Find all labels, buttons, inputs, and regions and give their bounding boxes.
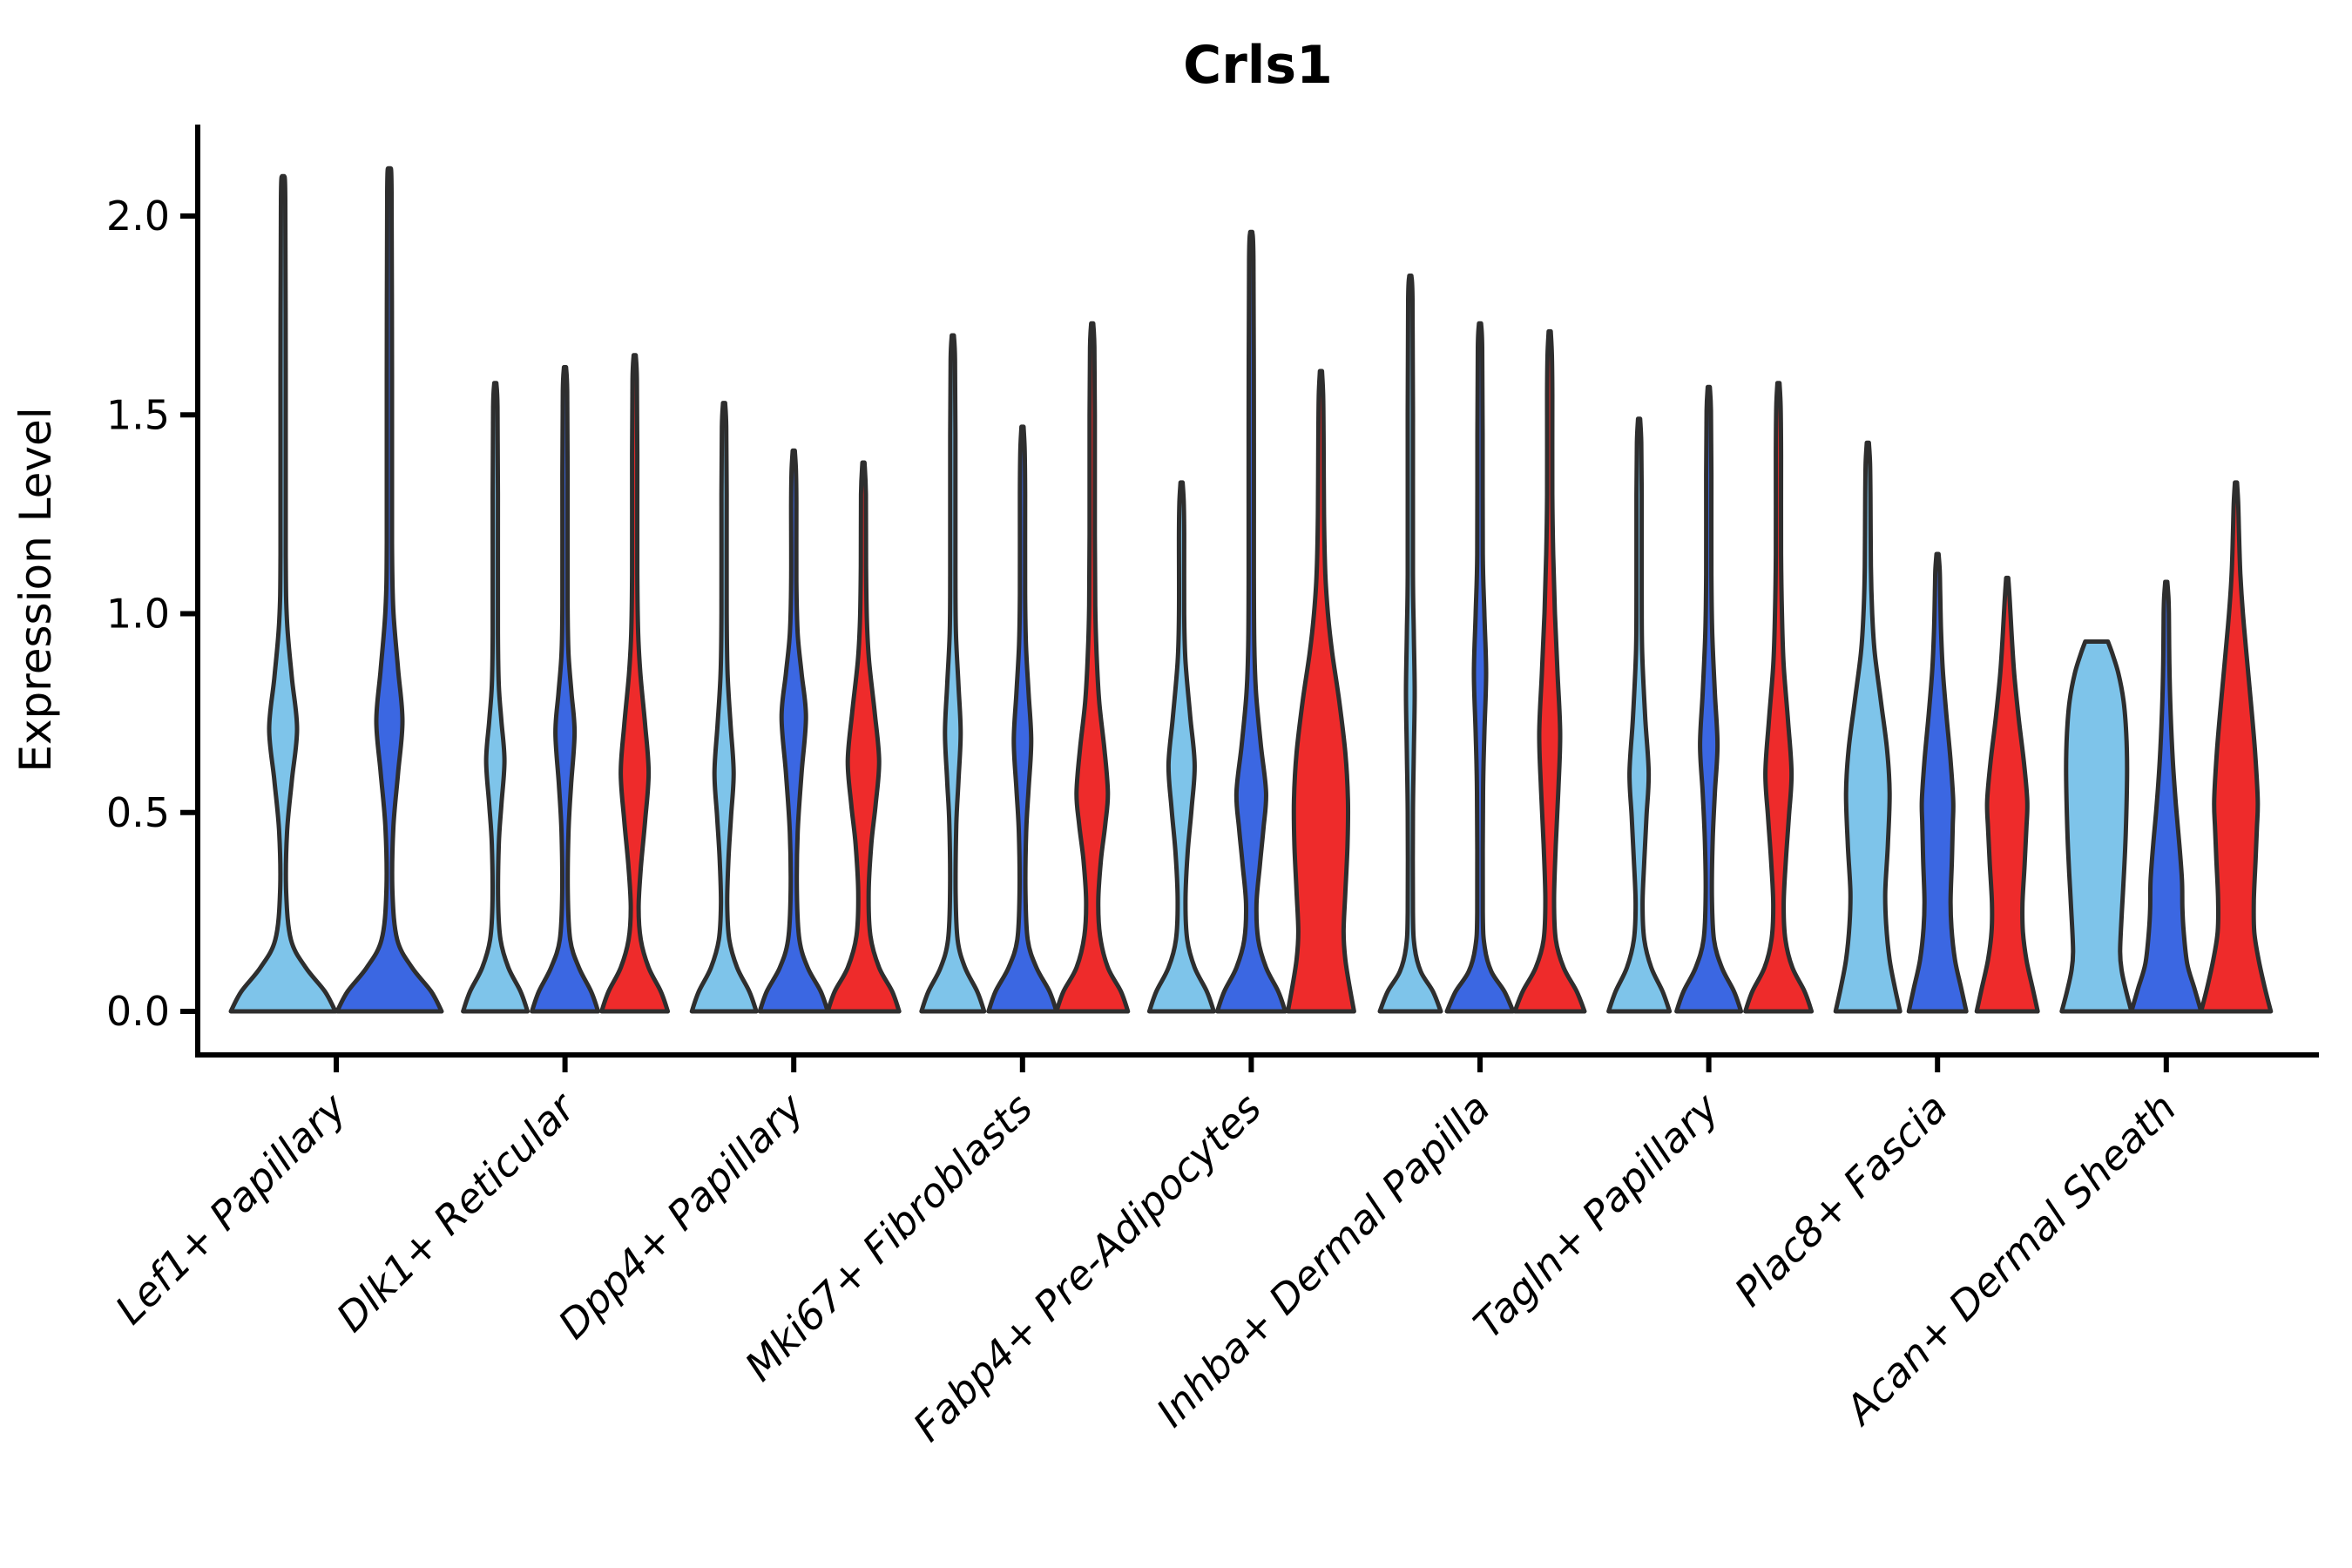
violin-plac8-fascia-dark_blue — [1906, 551, 1969, 1014]
violin-tagln-papillary-red — [1743, 381, 1815, 1014]
violin-inhba-dermal-papilla-red — [1512, 328, 1587, 1014]
y-tick-label-2.0: 2.0 — [106, 193, 170, 240]
violin-fabp4-pre-adipocytes-dark_blue — [1214, 229, 1288, 1014]
violin-dlk1-reticular-dark_blue — [530, 365, 601, 1014]
y-tick-label-0.0: 0.0 — [106, 988, 170, 1035]
y-tick-labels: 0.0 0.5 1.0 1.5 2.0 — [106, 193, 170, 1035]
violin-plac8-fascia-light_blue — [1833, 440, 1903, 1014]
violin-dlk1-reticular-red — [599, 353, 671, 1014]
y-tick-label-1.0: 1.0 — [106, 591, 170, 638]
violin-dpp4-papillary-light_blue — [689, 401, 759, 1014]
x-tick-label-dpp4-papillary: Dpp4+ Papillary — [549, 1084, 813, 1348]
y-axis-label: Expression Level — [10, 407, 61, 772]
violin-tagln-papillary-dark_blue — [1674, 384, 1744, 1014]
violin-inhba-dermal-papilla-dark_blue — [1444, 321, 1516, 1014]
violin-acan-dermal-sheath-red — [2199, 480, 2274, 1014]
x-tick-label-lef1-papillary: Lef1+ Papillary — [106, 1084, 355, 1333]
violin-lef1-papillary-dark_blue — [335, 166, 444, 1014]
violin-dlk1-reticular-light_blue — [461, 381, 531, 1014]
x-tick-label-tagln-papillary: Tagln+ Papillary — [1464, 1084, 1728, 1348]
violins-layer — [228, 166, 2274, 1014]
x-tick-label-plac8-fascia: Plac8+ Fascia — [1726, 1085, 1957, 1315]
violin-acan-dermal-sheath-dark_blue — [2129, 579, 2204, 1014]
violin-acan-dermal-sheath-light_blue — [2059, 639, 2134, 1014]
chart-title: Crls1 — [1183, 35, 1333, 96]
violin-mki67-fibroblasts-dark_blue — [986, 424, 1059, 1014]
y-tick-label-0.5: 0.5 — [106, 789, 170, 836]
violin-inhba-dermal-papilla-light_blue — [1377, 274, 1443, 1014]
violin-tagln-papillary-light_blue — [1606, 416, 1673, 1014]
violin-plac8-fascia-red — [1974, 575, 2040, 1014]
violin-dpp4-papillary-red — [825, 460, 902, 1014]
axes-layer — [180, 125, 2319, 1072]
y-tick-label-1.5: 1.5 — [106, 391, 170, 438]
violin-fabp4-pre-adipocytes-light_blue — [1146, 480, 1216, 1014]
x-tick-label-dlk1-reticular: Dlk1+ Reticular — [328, 1082, 586, 1341]
violin-lef1-papillary-light_blue — [228, 173, 338, 1014]
violin-mki67-fibroblasts-light_blue — [919, 333, 987, 1014]
violin-fabp4-pre-adipocytes-red — [1285, 368, 1356, 1014]
violin-dpp4-papillary-dark_blue — [757, 448, 830, 1014]
violin-mki67-fibroblasts-red — [1054, 321, 1131, 1014]
